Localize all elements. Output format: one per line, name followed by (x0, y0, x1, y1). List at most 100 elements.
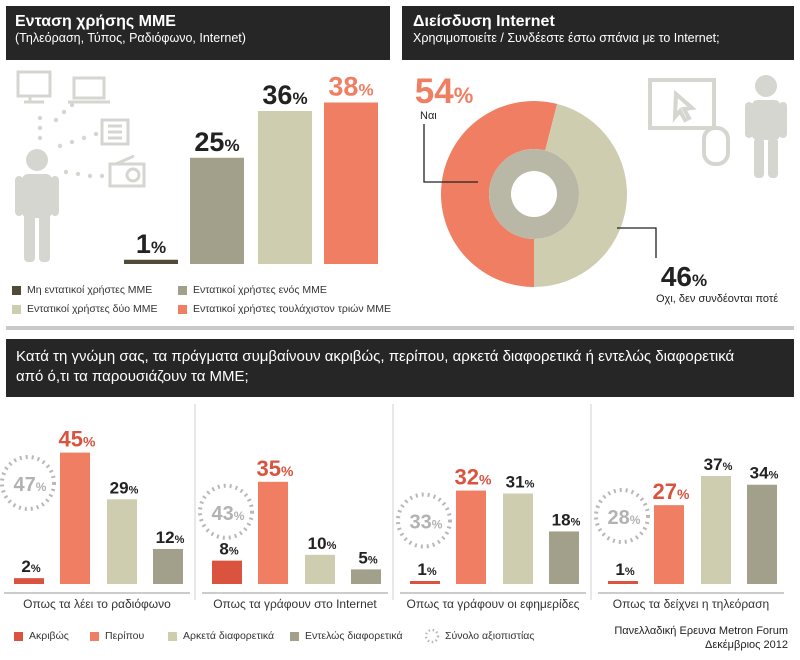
legend-label: Εντατικοί χρήστες δύο ΜΜΕ (27, 303, 158, 315)
bar-4 (324, 102, 378, 264)
person-icon (745, 75, 787, 178)
laptop-icon (72, 76, 106, 100)
group2-value-label-3: 10% (308, 534, 337, 553)
group1-value-label-3: 29% (110, 478, 139, 497)
source-line2: Δεκέμβριος 2012 (705, 639, 788, 651)
group1-value-label-4: 12% (156, 528, 185, 547)
credibility-circle-2 (198, 483, 254, 540)
legend-item-three-media: Εντατικοί χρήστες τουλάχιστον τριών ΜΜΕ (178, 303, 391, 315)
internet-penetration-donut: 54%Ναι 46%Οχι, δεν συνδέονται ποτέ (415, 72, 778, 305)
legend-swatch (290, 631, 299, 641)
mouse-icon (702, 126, 730, 166)
section-divider (6, 326, 794, 330)
bar-value-label-2: 25% (194, 127, 239, 157)
media-users-illustration (15, 70, 146, 262)
group2-bar-4 (351, 569, 381, 584)
group2-value-label-4: 5% (358, 548, 377, 567)
donut-hole (511, 171, 557, 217)
cursor-icon (672, 89, 697, 123)
legend-item-one-medium: Εντατικοί χρήστες ενός ΜΜΕ (178, 284, 327, 296)
legend-item-quite-different: Αρκετά διαφορετικά (168, 630, 274, 642)
group1-value-label-2: 45% (59, 427, 96, 452)
group-label-2: Οπως τα γράφουν στο Internet (213, 597, 377, 611)
credibility-circle-4 (594, 488, 650, 544)
group3-value-label-4: 18% (552, 510, 581, 529)
legend-item-non-intensive: Μη εντατικοί χρήστες ΜΜΕ (12, 284, 152, 296)
panel2-header: Διείσδυση Internet Χρησιμοποιείτε / Συνδ… (402, 6, 794, 60)
legend-swatch (14, 631, 23, 641)
dotted-circle-icon (424, 628, 440, 644)
legend-label: Σύνολο αξιοπιστίας (445, 629, 535, 642)
media-usage-bar-chart: 1% 25% 36% 38% (124, 72, 378, 264)
panel1-header: Ενταση χρήσης ΜΜΕ (Τηλεόραση, Τύπος, Ραδ… (6, 6, 390, 60)
bar-1 (124, 259, 178, 264)
group3-value-label-3: 31% (506, 472, 535, 491)
group4-value-label-1: 1% (615, 560, 634, 579)
group3-bar-2 (456, 490, 486, 584)
media-credibility-chart: 47% 2% 45% 29% 12% Οπως τα λέει το ραδιόφωνο 4… (0, 404, 784, 611)
legend-label: Περίπου (105, 630, 145, 642)
donut-value-yes: 54% (415, 72, 474, 111)
group1-bar-4 (153, 548, 183, 584)
donut-label-yes: Ναι (420, 110, 437, 122)
group3-bar-3 (503, 493, 533, 584)
legend-swatch (178, 304, 187, 314)
panel1-title: Ενταση χρήσης ΜΜΕ (15, 13, 176, 30)
legend-label: Εντατικοί χρήστες ενός ΜΜΕ (193, 284, 327, 296)
panel2-subtitle: Χρησιμοποιείτε / Συνδέεστε έστω σπάνια μ… (413, 31, 720, 45)
panel3-header: Κατά τη γνώμη σας, τα πράγματα συμβαίνου… (6, 339, 794, 397)
radio-icon (108, 162, 146, 188)
group2-value-label-1: 8% (219, 540, 238, 559)
group4-value-label-4: 34% (750, 464, 779, 483)
group-label-4: Οπως τα δείχνει η τηλεόραση (613, 597, 769, 611)
panel1-subtitle: (Τηλεόραση, Τύπος, Ραδιόφωνο, Internet) (15, 31, 246, 45)
legend-item-exactly: Ακριβώς (14, 630, 69, 642)
legend-label: Εντατικοί χρήστες τουλάχιστον τριών ΜΜΕ (193, 303, 392, 315)
legend-swatch (178, 285, 187, 295)
panel2-title: Διείσδυση Internet (413, 13, 555, 30)
donut-slice-no (534, 103, 627, 287)
donut-label-no: Οχι, δεν συνδέονται ποτέ (656, 293, 778, 305)
person-icon (15, 149, 59, 262)
leader-line-no (617, 227, 657, 258)
panel3-title-line1: Κατά τη γνώμη σας, τα πράγματα συμβαίνου… (16, 348, 735, 365)
group3-value-label-1: 1% (417, 560, 436, 579)
group3-value-label-2: 32% (455, 465, 492, 490)
credibility-total-label-1: 47% (14, 474, 47, 496)
group1-value-label-1: 2% (21, 557, 40, 576)
credibility-total-label-4: 28% (608, 507, 641, 529)
legend-swatch (168, 631, 177, 641)
donut-value-no: 46% (661, 261, 707, 292)
group2-bar-3 (305, 554, 335, 584)
legend-label: Εντελώς διαφορετικά (305, 630, 403, 642)
group4-bar-1 (608, 581, 638, 584)
group1-bar-3 (107, 499, 137, 584)
group4-bar-4 (747, 484, 777, 584)
group-label-3: Οπως τα γράφουν οι εφημερίδες (407, 597, 580, 611)
group3-bar-4 (549, 531, 579, 584)
legend-label: Μη εντατικοί χρήστες ΜΜΕ (27, 284, 153, 296)
legend-swatch (12, 304, 21, 314)
group3-bar-1 (410, 581, 440, 584)
credibility-total-label-2: 43% (212, 503, 245, 525)
legend-label: Αρκετά διαφορετικά (183, 630, 275, 642)
credibility-circle-1 (0, 455, 56, 511)
legend-item-total-credibility: Σύνολο αξιοπιστίας (424, 628, 534, 644)
group-label-1: Οπως τα λέει το ραδιόφωνο (23, 597, 171, 611)
leader-line-yes (423, 124, 478, 183)
panel3-title-line2: από ό,τι τα παρουσιάζουν τα ΜΜΕ; (16, 368, 249, 385)
legend-item-approximately: Περίπου (90, 630, 144, 642)
monitor-icon (16, 70, 52, 98)
credibility-circle-3 (396, 492, 452, 549)
legend-swatch (12, 285, 21, 295)
bar-3 (258, 111, 312, 264)
group1-bar-1 (14, 578, 44, 584)
group4-value-label-2: 27% (653, 479, 690, 504)
legend-swatch (90, 631, 99, 641)
newspaper-icon (100, 118, 130, 146)
bar-value-label-4: 38% (328, 72, 373, 102)
source-note: Πανελλαδική Ερευνα Metron Forum Δεκέμβρι… (614, 624, 788, 652)
legend-label: Ακριβώς (29, 630, 69, 642)
legend-item-two-media: Εντατικοί χρήστες δύο ΜΜΕ (12, 303, 157, 315)
group2-value-label-2: 35% (257, 456, 294, 481)
